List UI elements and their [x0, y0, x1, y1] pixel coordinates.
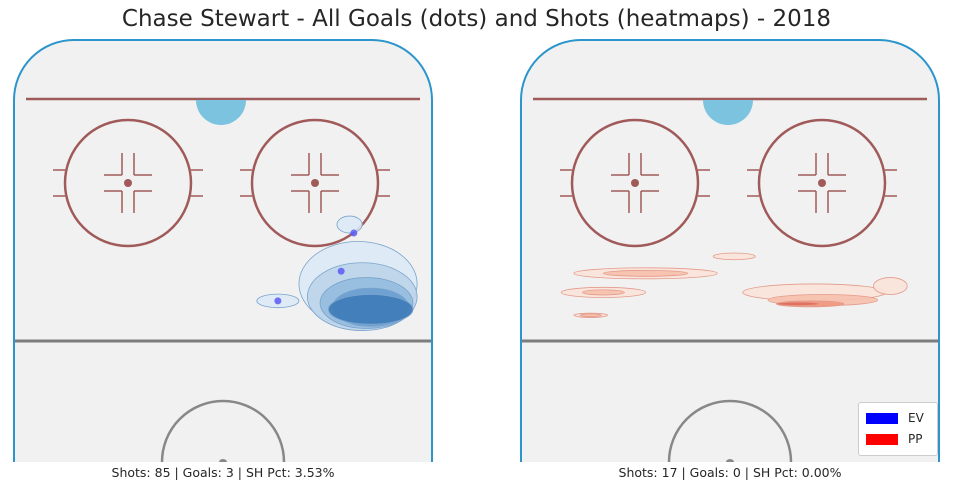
- pp-density-contour-2: [712, 252, 756, 261]
- ev-ice: [14, 40, 432, 462]
- pp-density-contour-9: [873, 277, 908, 295]
- pp-center-circle: [667, 399, 793, 462]
- pp-density-contour-11: [579, 313, 602, 317]
- pp-density-contour-1: [602, 269, 689, 277]
- ev-density-contour-5: [336, 215, 363, 234]
- rink-pp: [520, 39, 940, 462]
- ev-density-contour-0: [328, 294, 414, 325]
- ev-faceoff-right: [240, 118, 390, 248]
- ev-goal-dot-0: [350, 229, 358, 237]
- rink-ev: [13, 39, 433, 462]
- pp-faceoff-right: [747, 118, 897, 248]
- pp-faceoff-left: [560, 118, 710, 248]
- legend-swatch-ev: [866, 412, 898, 424]
- pp-crease: [703, 100, 753, 125]
- ev-faceoff-right-circle: [250, 118, 380, 248]
- pp-stats-caption: Shots: 17 | Goals: 0 | SH Pct: 0.00%: [618, 465, 842, 480]
- ev-faceoff-left-circle: [63, 118, 193, 248]
- pp-center-dot: [726, 459, 734, 462]
- ev-boards: [13, 39, 433, 462]
- ev-shot-heatmap: [256, 215, 418, 331]
- ev-faceoff-left-dot: [124, 179, 132, 187]
- ev-center-circle: [160, 399, 286, 462]
- legend-swatch-pp: [866, 433, 898, 445]
- pp-shot-heatmap: [560, 252, 908, 318]
- ev-faceoff-left: [53, 118, 203, 248]
- pp-density-contour-8: [581, 289, 625, 296]
- legend-label-ev: EV: [908, 411, 924, 425]
- pp-faceoff-right-circle: [757, 118, 887, 248]
- pp-faceoff-right-dot: [818, 179, 826, 187]
- chart-title: Chase Stewart - All Goals (dots) and Sho…: [121, 6, 832, 32]
- ev-faceoff-right-dot: [311, 179, 319, 187]
- legend: EV PP: [858, 402, 938, 456]
- legend-item-pp: PP: [866, 432, 922, 446]
- pp-density-contour-6: [776, 301, 820, 306]
- ev-center-dot: [219, 459, 227, 462]
- pp-boards: [520, 39, 940, 462]
- ev-stats-caption: Shots: 85 | Goals: 3 | SH Pct: 3.53%: [111, 465, 335, 480]
- pp-ice: [521, 40, 939, 462]
- legend-label-pp: PP: [908, 432, 923, 446]
- ev-goal-dot-1: [337, 267, 345, 275]
- ev-goal-dot-2: [274, 297, 282, 305]
- pp-faceoff-left-circle: [570, 118, 700, 248]
- legend-item-ev: EV: [866, 411, 924, 425]
- ev-crease: [196, 100, 246, 125]
- pp-faceoff-left-dot: [631, 179, 639, 187]
